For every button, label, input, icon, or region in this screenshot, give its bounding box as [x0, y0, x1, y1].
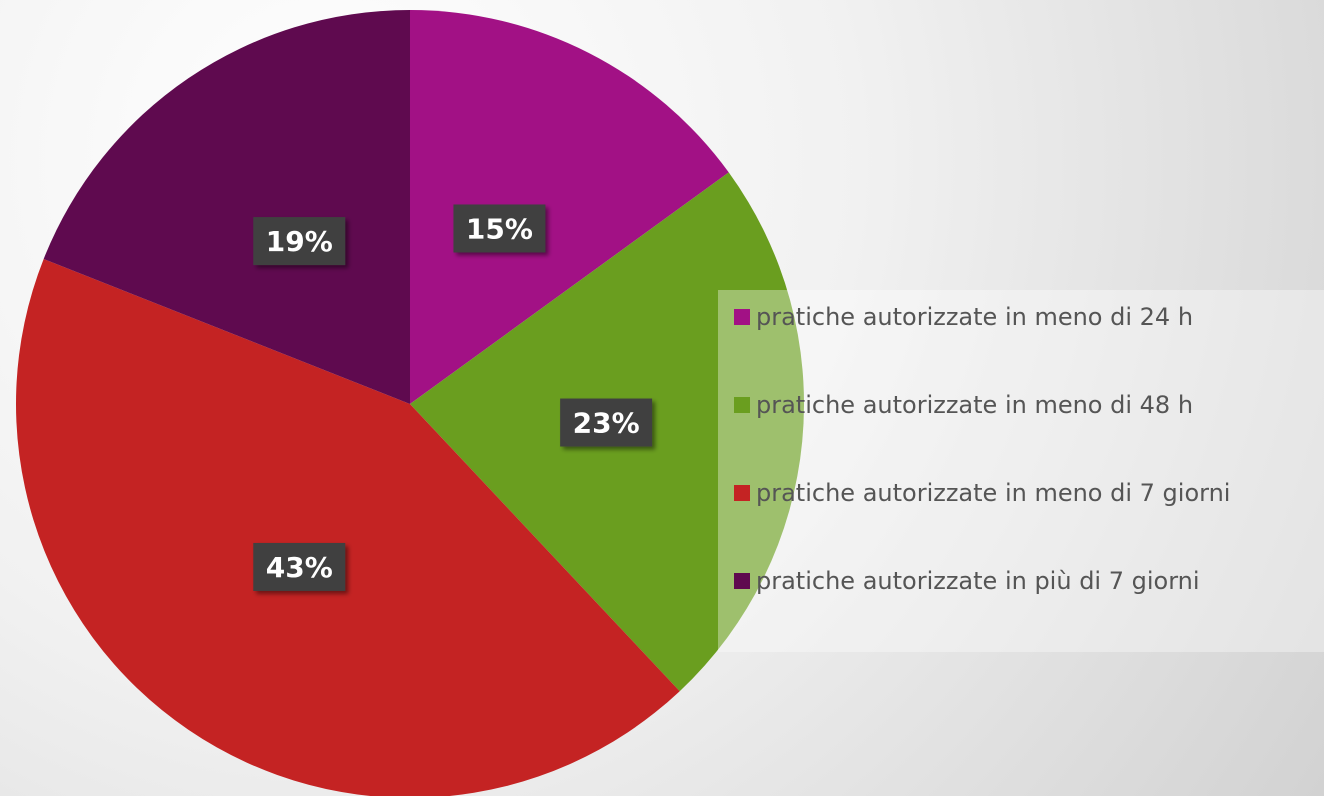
- legend-label: pratiche autorizzate in meno di 7 giorni: [756, 479, 1231, 507]
- data-label-box: [560, 398, 653, 447]
- legend: pratiche autorizzate in meno di 24 h prat…: [718, 290, 1324, 652]
- pie-slice: [43, 10, 411, 404]
- legend-entry: pratiche autorizzate in meno di 7 giorni: [734, 478, 1314, 566]
- data-label-text: 23%: [573, 407, 640, 440]
- legend-entry: pratiche autorizzate in più di 7 giorni: [734, 566, 1314, 654]
- data-labels: 15% 23% 43% 19%: [253, 204, 653, 591]
- data-label: 19%: [253, 217, 346, 266]
- legend-label: pratiche autorizzate in meno di 24 h: [756, 303, 1194, 331]
- data-label-box: [253, 542, 346, 591]
- legend-entry: pratiche autorizzate in meno di 48 h: [734, 390, 1314, 478]
- pie-slice: [16, 258, 680, 796]
- data-label: 43%: [253, 542, 346, 591]
- data-label-box: [453, 204, 546, 253]
- legend-label: pratiche autorizzate in più di 7 giorni: [756, 567, 1200, 595]
- legend-swatch: [734, 573, 750, 589]
- legend-entry: pratiche autorizzate in meno di 24 h: [734, 302, 1314, 390]
- legend-swatch: [734, 309, 750, 325]
- pie-slice: [410, 10, 729, 404]
- data-label-text: 15%: [466, 212, 533, 245]
- data-label: 23%: [560, 398, 653, 447]
- data-label: 15%: [453, 204, 546, 253]
- pie: [16, 10, 804, 796]
- legend-label: pratiche autorizzate in meno di 48 h: [756, 391, 1194, 419]
- legend-swatch: [734, 485, 750, 501]
- legend-swatch: [734, 397, 750, 413]
- data-label-box: [253, 217, 346, 266]
- data-label-text: 43%: [266, 551, 333, 584]
- data-label-text: 19%: [266, 225, 333, 258]
